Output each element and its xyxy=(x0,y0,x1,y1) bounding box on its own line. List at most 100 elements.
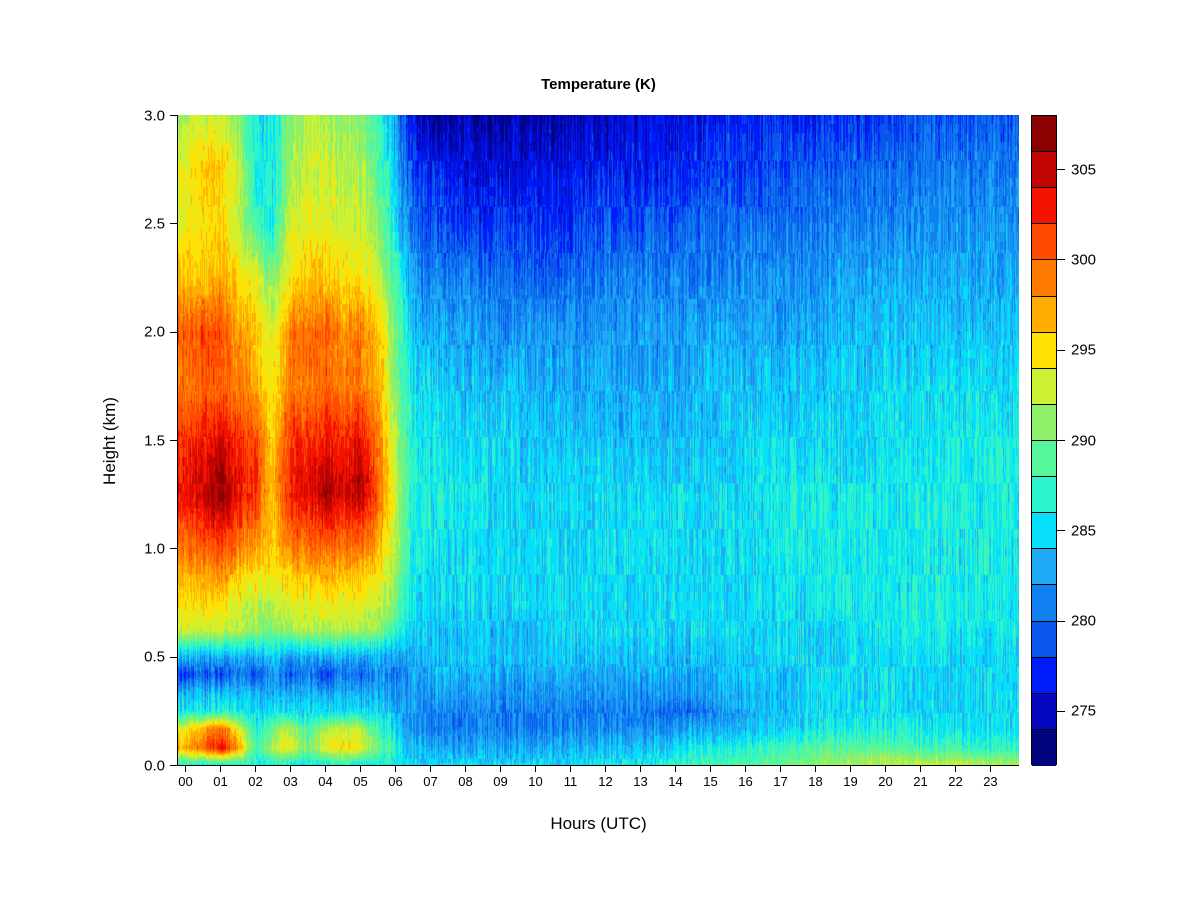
x-tick-mark xyxy=(989,765,991,772)
y-tick-mark xyxy=(170,656,178,658)
colorbar-segment xyxy=(1032,332,1056,369)
colorbar-segment xyxy=(1032,188,1056,225)
y-tick-label: 0.5 xyxy=(144,648,165,666)
x-tick-label: 15 xyxy=(703,774,718,789)
colorbar-tick-label: 285 xyxy=(1071,522,1097,540)
x-tick-mark xyxy=(324,765,326,772)
colorbar-segment xyxy=(1032,585,1056,622)
x-tick-label: 20 xyxy=(878,774,893,789)
colorbar-tick-mark xyxy=(1057,620,1065,622)
x-tick-label: 21 xyxy=(913,774,928,789)
x-tick-label: 11 xyxy=(563,774,578,789)
x-tick-label: 01 xyxy=(213,774,228,789)
x-tick-mark xyxy=(429,765,431,772)
x-tick-label: 23 xyxy=(983,774,998,789)
x-tick-mark xyxy=(849,765,851,772)
y-tick-mark xyxy=(170,331,178,333)
colorbar-segment xyxy=(1032,549,1056,586)
x-tick-mark xyxy=(534,765,536,772)
colorbar-segment xyxy=(1032,368,1056,405)
x-tick-mark xyxy=(814,765,816,772)
heatmap-plot xyxy=(178,115,1019,765)
x-tick-label: 16 xyxy=(738,774,753,789)
colorbar-segment xyxy=(1032,296,1056,333)
x-tick-mark xyxy=(744,765,746,772)
x-tick-mark xyxy=(289,765,291,772)
y-tick-mark xyxy=(170,548,178,550)
x-tick-label: 13 xyxy=(633,774,648,789)
colorbar-segment xyxy=(1032,693,1056,730)
x-axis-label: Hours (UTC) xyxy=(550,814,647,833)
x-tick-label: 19 xyxy=(843,774,858,789)
x-tick-label: 18 xyxy=(808,774,823,789)
colorbar-segment xyxy=(1032,116,1056,153)
y-tick-label: 1.5 xyxy=(144,432,165,449)
y-tick-mark xyxy=(170,115,178,116)
colorbar-segment xyxy=(1032,260,1056,297)
colorbar-tick-mark xyxy=(1057,530,1065,532)
colorbar-tick-label: 295 xyxy=(1071,341,1097,359)
colorbar-segment xyxy=(1032,224,1056,261)
x-tick-mark xyxy=(709,765,711,772)
x-tick-label: 04 xyxy=(318,774,333,789)
y-tick-label: 3.0 xyxy=(144,107,165,124)
colorbar-tick-label: 300 xyxy=(1071,251,1097,269)
colorbar-segment xyxy=(1032,152,1056,189)
y-tick-mark xyxy=(170,440,178,441)
x-tick-label: 17 xyxy=(773,774,788,789)
x-tick-mark xyxy=(884,765,886,772)
colorbar-tick-label: 275 xyxy=(1071,702,1097,720)
x-tick-mark xyxy=(919,765,921,772)
colorbar-segment xyxy=(1032,441,1056,478)
colorbar-segment xyxy=(1032,404,1056,441)
x-tick-label: 08 xyxy=(458,774,473,789)
x-tick-label: 14 xyxy=(668,774,683,789)
y-tick-mark xyxy=(170,765,178,766)
x-tick-mark xyxy=(394,765,396,772)
colorbar-segment xyxy=(1032,729,1056,766)
x-tick-label: 10 xyxy=(528,774,543,789)
colorbar-segment xyxy=(1032,477,1056,514)
y-tick-label: 1.0 xyxy=(144,540,165,558)
x-tick-mark xyxy=(674,765,676,772)
colorbar-tick-label: 280 xyxy=(1071,612,1097,630)
x-tick-mark xyxy=(639,765,641,772)
x-tick-mark xyxy=(184,765,186,772)
colorbar-tick-mark xyxy=(1057,710,1065,712)
x-tick-mark xyxy=(219,765,221,772)
x-tick-mark xyxy=(604,765,606,772)
x-tick-mark xyxy=(779,765,781,772)
x-axis-line xyxy=(178,765,1019,766)
y-tick-label: 0.0 xyxy=(144,757,165,774)
colorbar-segment xyxy=(1032,513,1056,550)
x-tick-label: 06 xyxy=(388,774,403,789)
x-tick-label: 03 xyxy=(283,774,298,789)
y-tick-label: 2.0 xyxy=(144,323,165,341)
colorbar-segment xyxy=(1032,657,1056,694)
x-tick-mark xyxy=(254,765,256,772)
x-tick-label: 00 xyxy=(178,774,193,789)
colorbar-segment xyxy=(1032,621,1056,658)
colorbar-tick-mark xyxy=(1057,169,1065,171)
x-tick-mark xyxy=(359,765,361,772)
x-tick-mark xyxy=(569,765,571,772)
colorbar-tick-label: 305 xyxy=(1071,161,1097,179)
x-tick-label: 12 xyxy=(598,774,613,789)
colorbar-tick-mark xyxy=(1057,349,1065,351)
chart-title: Temperature (K) xyxy=(541,76,656,93)
colorbar-tick-label: 290 xyxy=(1071,432,1097,449)
y-tick-label: 2.5 xyxy=(144,215,165,233)
y-tick-mark xyxy=(170,223,178,225)
x-tick-mark xyxy=(464,765,466,772)
x-tick-mark xyxy=(954,765,956,772)
x-tick-label: 02 xyxy=(248,774,263,789)
x-tick-label: 07 xyxy=(423,774,438,789)
x-tick-label: 09 xyxy=(493,774,508,789)
colorbar-tick-mark xyxy=(1057,259,1065,261)
x-tick-label: 22 xyxy=(948,774,963,789)
x-tick-mark xyxy=(499,765,501,772)
x-tick-label: 05 xyxy=(353,774,368,789)
colorbar-tick-mark xyxy=(1057,440,1065,441)
colorbar xyxy=(1031,115,1057,766)
